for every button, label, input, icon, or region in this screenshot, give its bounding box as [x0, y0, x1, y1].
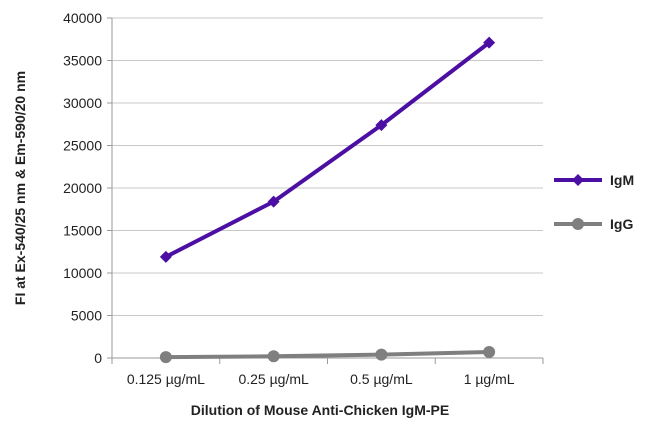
y-tick-label: 0 — [94, 350, 102, 366]
x-tick-label: 0.5 µg/mL — [350, 371, 413, 387]
legend-label: IgM — [610, 172, 634, 188]
y-tick-label: 30000 — [63, 95, 102, 111]
data-point — [375, 348, 388, 361]
x-tick-label: 0.125 µg/mL — [127, 371, 205, 387]
legend: IgM IgG — [554, 172, 634, 232]
series — [159, 36, 496, 364]
data-point — [267, 350, 280, 363]
legend-item-igm: IgM — [554, 172, 634, 188]
y-axis-title: FI at Ex-540/25 nm & Em-590/20 nm — [12, 71, 28, 305]
series-igg — [159, 346, 496, 364]
legend-marker — [572, 218, 584, 230]
x-tick-labels: 0.125 µg/mL 0.25 µg/mL 0.5 µg/mL 1 µg/mL — [127, 371, 515, 387]
series-line — [163, 350, 492, 360]
legend-label: IgG — [610, 216, 633, 232]
y-tick-label: 35000 — [63, 53, 102, 69]
y-tick-label: 20000 — [63, 180, 102, 196]
y-tick-label: 15000 — [63, 223, 102, 239]
y-tick-label: 40000 — [63, 10, 102, 26]
y-tick-labels: 0 5000 10000 15000 20000 25000 30000 35000 40000 — [63, 10, 102, 366]
axes — [107, 17, 544, 364]
y-tick-label: 25000 — [63, 138, 102, 154]
y-tick-label: 5000 — [71, 308, 102, 324]
data-point — [267, 195, 280, 208]
data-point — [375, 119, 388, 132]
series-igm — [159, 36, 496, 263]
data-point — [159, 351, 172, 364]
y-tick-label: 10000 — [63, 265, 102, 281]
series-line — [163, 40, 492, 259]
x-tick-label: 0.25 µg/mL — [238, 371, 309, 387]
legend-item-igg: IgG — [554, 216, 633, 232]
gridlines — [112, 17, 543, 316]
x-tick-label: 1 µg/mL — [464, 371, 515, 387]
data-point — [483, 36, 496, 49]
data-point — [159, 250, 172, 263]
legend-marker — [572, 174, 584, 186]
x-axis-title: Dilution of Mouse Anti-Chicken IgM-PE — [191, 402, 449, 418]
data-point — [483, 346, 496, 359]
